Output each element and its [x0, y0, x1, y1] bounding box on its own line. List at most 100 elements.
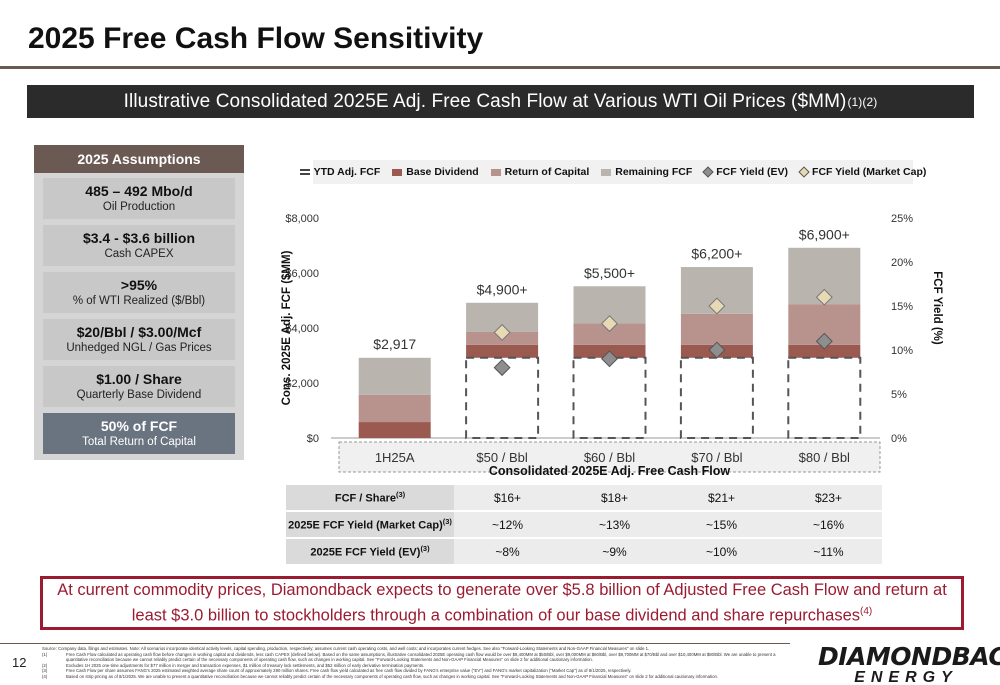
legend-label: Return of Capital — [504, 166, 590, 178]
x-axis-title: Consolidated 2025E Adj. Free Cash Flow — [489, 464, 731, 478]
assumption-wti-realized: >95% % of WTI Realized ($/Bbl) — [43, 272, 235, 313]
point-fcf-yield-ev — [493, 359, 511, 377]
point-fcf-yield-market-cap — [708, 297, 726, 315]
legend-item-remaining-fcf: Remaining FCF — [601, 166, 692, 178]
x-tick-label: $70 / Bbl — [691, 450, 742, 465]
footnote-item: (4) Based on strip pricing as of 8/1/2025… — [42, 674, 787, 680]
row-label-text: FCF / Share — [334, 492, 396, 505]
x-tick-label: 1H25A — [375, 450, 415, 465]
legend-label: YTD Adj. FCF — [313, 166, 381, 178]
assumption-label: Quarterly Base Dividend — [76, 388, 202, 401]
table-cell: $16+ — [454, 485, 561, 512]
assumption-return-of-capital: 50% of FCF Total Return of Capital — [43, 413, 235, 454]
chart-legend: YTD Adj. FCF Base Dividend Return of Cap… — [299, 160, 926, 184]
bar-total-label: $5,500+ — [584, 265, 635, 281]
point-fcf-yield-market-cap — [815, 288, 833, 306]
table-cell: ~16% — [775, 512, 882, 539]
banner-footnote-ref: (1)(2) — [847, 94, 878, 109]
bar-base-dividend — [358, 422, 431, 438]
row-label-text: 2025E FCF Yield (EV) — [310, 546, 421, 559]
y-tick-label: $4,000 — [285, 323, 319, 335]
bar-ytd-dashed — [679, 356, 754, 439]
point-fcf-yield-ev — [708, 341, 726, 359]
category-band — [338, 441, 881, 473]
assumption-value: >95% — [120, 276, 158, 293]
x-tick-label: $80 / Bbl — [799, 450, 850, 465]
y2-tick-label: 25% — [891, 213, 913, 225]
assumption-label: Total Return of Capital — [82, 435, 196, 448]
footnote-ref: (3) — [442, 517, 452, 527]
footnote-ref: (3) — [395, 490, 406, 500]
table-cell: ~11% — [775, 539, 882, 566]
footnote-number: (1) — [42, 651, 48, 657]
point-fcf-yield-ev — [601, 350, 618, 368]
table-cell: ~8% — [454, 539, 561, 566]
logo-wordmark: DIAMONDBACK — [818, 642, 1000, 671]
footnote-item: (1) Free Cash Flow calculated as operatin… — [42, 652, 787, 663]
y2-tick-label: 5% — [891, 389, 907, 401]
assumption-base-dividend: $1.00 / Share Quarterly Base Dividend — [43, 366, 235, 407]
bar-remaining-fcf — [358, 357, 431, 395]
fcf-metrics-table: FCF / Share(3) $16+ $18+ $21+ $23+ 2025E… — [286, 485, 882, 566]
bar-ytd-dashed — [465, 356, 540, 439]
assumption-label: Oil Production — [102, 200, 176, 213]
table-row: FCF / Share(3) $16+ $18+ $21+ $23+ — [286, 485, 882, 512]
table-cell: ~12% — [454, 512, 561, 539]
swatch-icon — [490, 168, 501, 176]
legend-item-fcf-yield-mkt: FCF Yield (Market Cap) — [798, 166, 926, 178]
assumption-cash-capex: $3.4 - $3.6 billion Cash CAPEX — [43, 225, 235, 266]
assumption-value: $3.4 - $3.6 billion — [82, 229, 196, 246]
y2-tick-label: 0% — [891, 433, 907, 445]
table-row: 2025E FCF Yield (EV)(3) ~8% ~9% ~10% ~11… — [286, 539, 882, 566]
fcf-sensitivity-chart: $0 $2,000 $4,000 $6,000 $8,000 0% 5% 10% 15% 20% 2… — [281, 213, 943, 478]
assumption-label: Unhedged NGL / Gas Prices — [66, 341, 212, 354]
footnote-text: Free Cash Flow calculated as operating c… — [66, 651, 776, 663]
table-cell: $23+ — [775, 485, 882, 512]
footnote-item: (2) Excludes 1H 2025 one-time adjustments… — [42, 663, 787, 669]
legend-label: FCF Yield (EV) — [716, 166, 789, 178]
footnote-number: (2) — [42, 662, 48, 668]
diamond-icon — [702, 166, 714, 178]
bar-ytd-dashed — [787, 356, 862, 439]
legend-label: Base Dividend — [406, 166, 479, 178]
y-tick-label: $6,000 — [285, 268, 319, 280]
swatch-icon — [392, 168, 403, 176]
x-tick-label: $60 / Bbl — [584, 450, 635, 465]
banner-text: Illustrative Consolidated 2025E Adj. Fre… — [123, 90, 847, 112]
footnote-text: Based on strip pricing as of 8/1/2025. W… — [66, 673, 719, 679]
y-tick-label: $2,000 — [285, 378, 319, 390]
row-label: FCF / Share(3) — [286, 485, 454, 512]
point-fcf-yield-market-cap — [493, 323, 511, 341]
point-fcf-yield-ev — [815, 332, 833, 350]
footnote-item: (3) Free Cash Flow per share assumes FANG… — [42, 668, 787, 674]
legend-item-return-of-capital: Return of Capital — [490, 166, 590, 178]
assumption-label: % of WTI Realized ($/Bbl) — [72, 294, 206, 307]
company-logo: DIAMONDBACK ENERGY — [818, 642, 1000, 685]
assumption-ngl-gas-prices: $20/Bbl / $3.00/Mcf Unhedged NGL / Gas P… — [43, 319, 235, 360]
chart-banner: Illustrative Consolidated 2025E Adj. Fre… — [27, 85, 974, 118]
x-tick-label: $50 / Bbl — [476, 450, 527, 465]
bar-total-label: $6,900+ — [799, 226, 850, 242]
footnote-number: (4) — [42, 673, 48, 679]
table-cell: ~13% — [561, 512, 668, 539]
footnotes: Source: Company data, filings and estima… — [42, 646, 787, 680]
table-row: 2025E FCF Yield (Market Cap)(3) ~12% ~13… — [286, 512, 882, 539]
callout-text: At current commodity prices, Diamondback… — [57, 580, 947, 625]
row-label-text: 2025E FCF Yield (Market Cap) — [288, 519, 443, 532]
row-label: 2025E FCF Yield (EV)(3) — [286, 539, 454, 566]
assumption-value: 485 – 492 Mbo/d — [85, 182, 193, 199]
table-cell: ~15% — [668, 512, 775, 539]
bar-total-label: $6,200+ — [691, 246, 742, 262]
assumption-value: 50% of FCF — [100, 417, 178, 434]
bar-return-of-capital — [680, 313, 753, 345]
legend-item-fcf-yield-ev: FCF Yield (EV) — [702, 166, 789, 178]
row-label: 2025E FCF Yield (Market Cap)(3) — [286, 512, 454, 539]
legend-label: Remaining FCF — [615, 166, 693, 178]
footnote-text: Free Cash Flow per share assumes FANG's … — [66, 668, 632, 674]
footnote-text: Excludes 1H 2025 one-time adjustments fo… — [66, 662, 425, 668]
bar-base-dividend — [466, 344, 539, 358]
bar-base-dividend — [788, 344, 861, 358]
footnote-source: Source: Company data, filings and estima… — [42, 646, 650, 651]
table-cell: $18+ — [561, 485, 668, 512]
footnote-ref: (3) — [420, 544, 430, 554]
